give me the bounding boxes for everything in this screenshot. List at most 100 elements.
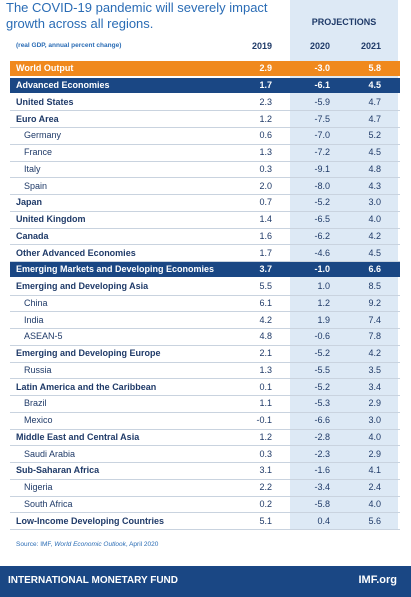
row-value: 1.3 <box>259 147 272 157</box>
row-divider <box>10 311 400 313</box>
row-value: 1.2 <box>259 113 272 124</box>
row-label: China <box>24 297 48 308</box>
row-label: Brazil <box>24 398 47 409</box>
row-value: -2.8 <box>314 431 330 442</box>
row-value: 3.5 <box>368 364 381 375</box>
row-value: 5.1 <box>259 515 272 526</box>
row-label: ASEAN-5 <box>24 331 63 342</box>
row-divider <box>10 328 400 329</box>
row-banner <box>10 262 400 278</box>
row-value: 6.6 <box>368 264 381 275</box>
row-value: 2.2 <box>259 482 272 492</box>
row-value: 4.0 <box>368 214 381 224</box>
row-value: 3.0 <box>368 197 381 208</box>
row-value: 4.2 <box>368 348 381 358</box>
row-divider <box>10 344 400 346</box>
row-value: 0.7 <box>259 197 272 208</box>
row-value: 0.1 <box>259 381 272 392</box>
row-value: 3.4 <box>368 381 381 392</box>
row-value: 4.0 <box>368 498 381 509</box>
row-value: 4.1 <box>368 465 381 476</box>
row-value: 1.0 <box>317 281 330 291</box>
row-value: 1.2 <box>317 297 330 308</box>
row-label: Latin America and the Caribbean <box>16 381 157 392</box>
row-label: Emerging and Developing Asia <box>16 281 149 291</box>
row-label: India <box>24 314 44 325</box>
row-value: 4.8 <box>368 163 381 174</box>
year-header: 2021 <box>360 41 381 51</box>
row-label: Saudi Arabia <box>24 448 76 459</box>
row-value: -5.2 <box>314 197 330 208</box>
title: The COVID-19 pandemic will severely impa… <box>6 0 268 31</box>
row-label: United Kingdom <box>16 214 86 224</box>
row-value: 5.5 <box>259 281 272 291</box>
row-value: 2.4 <box>368 482 381 492</box>
row-value: 2.9 <box>368 398 381 409</box>
row-value: 2.0 <box>259 180 272 191</box>
source-title: World Economic Outlook <box>54 541 126 548</box>
row-value: 8.5 <box>368 281 381 291</box>
row-value: -1.6 <box>314 465 330 476</box>
row-value: 0.3 <box>259 163 272 174</box>
row-value: 9.2 <box>368 297 381 308</box>
row-banner <box>10 78 400 93</box>
source-text: , April 2020 <box>125 541 159 548</box>
row-value: -7.5 <box>314 113 330 124</box>
row-value: 1.3 <box>259 364 272 375</box>
row-value: 0.3 <box>259 448 272 459</box>
row-label: Middle East and Central Asia <box>16 431 140 442</box>
row-value: 4.2 <box>368 230 381 241</box>
row-value: -2.3 <box>314 448 330 459</box>
row-label: Germany <box>24 130 62 141</box>
row-label: Japan <box>16 197 43 208</box>
row-divider <box>10 110 400 112</box>
footer-site: IMF.org <box>358 574 398 586</box>
row-divider <box>10 378 400 380</box>
row-value: -6.5 <box>314 214 330 224</box>
row-label: Emerging Markets and Developing Economie… <box>16 264 215 275</box>
row-value: -5.3 <box>314 398 330 409</box>
row-divider <box>10 143 400 145</box>
row-value: 7.4 <box>368 314 381 325</box>
row-value: 2.1 <box>259 348 272 358</box>
source-text: Source: IMF, <box>16 541 55 548</box>
row-value: -6.2 <box>314 230 330 241</box>
year-header: 2020 <box>309 41 330 51</box>
row-label: Italy <box>24 163 41 174</box>
row-label: World Output <box>16 63 74 73</box>
row-value: 3.0 <box>368 415 381 425</box>
row-label: Spain <box>24 180 48 191</box>
row-divider <box>10 227 400 229</box>
row-label: Emerging and Developing Europe <box>16 348 161 358</box>
row-label: Sub-Saharan Africa <box>16 465 100 476</box>
row-divider <box>10 529 400 530</box>
row-divider <box>10 177 400 179</box>
row-divider <box>10 395 400 396</box>
row-value: 0.6 <box>259 130 272 141</box>
row-value: 4.7 <box>368 96 381 107</box>
row-value: 5.8 <box>368 63 381 73</box>
row-value: 4.8 <box>259 331 272 342</box>
row-label: Low-Income Developing Countries <box>16 515 165 526</box>
row-divider <box>10 512 400 514</box>
row-value: 2.3 <box>259 96 272 107</box>
row-divider <box>10 210 400 212</box>
row-divider <box>10 294 400 296</box>
row-value: -6.6 <box>314 415 330 425</box>
row-value: -3.0 <box>314 63 330 73</box>
row-value: 6.1 <box>259 297 272 308</box>
row-value: 1.6 <box>259 230 272 241</box>
row-label: United States <box>16 96 74 107</box>
row-value: -6.1 <box>314 80 330 90</box>
row-value: -5.8 <box>314 498 330 509</box>
row-value: -7.0 <box>314 130 330 141</box>
row-value: -5.9 <box>314 96 330 107</box>
row-value: 1.7 <box>259 80 272 90</box>
source: Source: IMF, World Economic Outlook, Apr… <box>16 541 158 548</box>
row-value: 4.0 <box>368 431 381 442</box>
row-value: -5.2 <box>314 381 330 392</box>
row-value: -4.6 <box>314 247 330 258</box>
year-header: 2019 <box>251 41 272 51</box>
row-banner <box>10 61 400 76</box>
